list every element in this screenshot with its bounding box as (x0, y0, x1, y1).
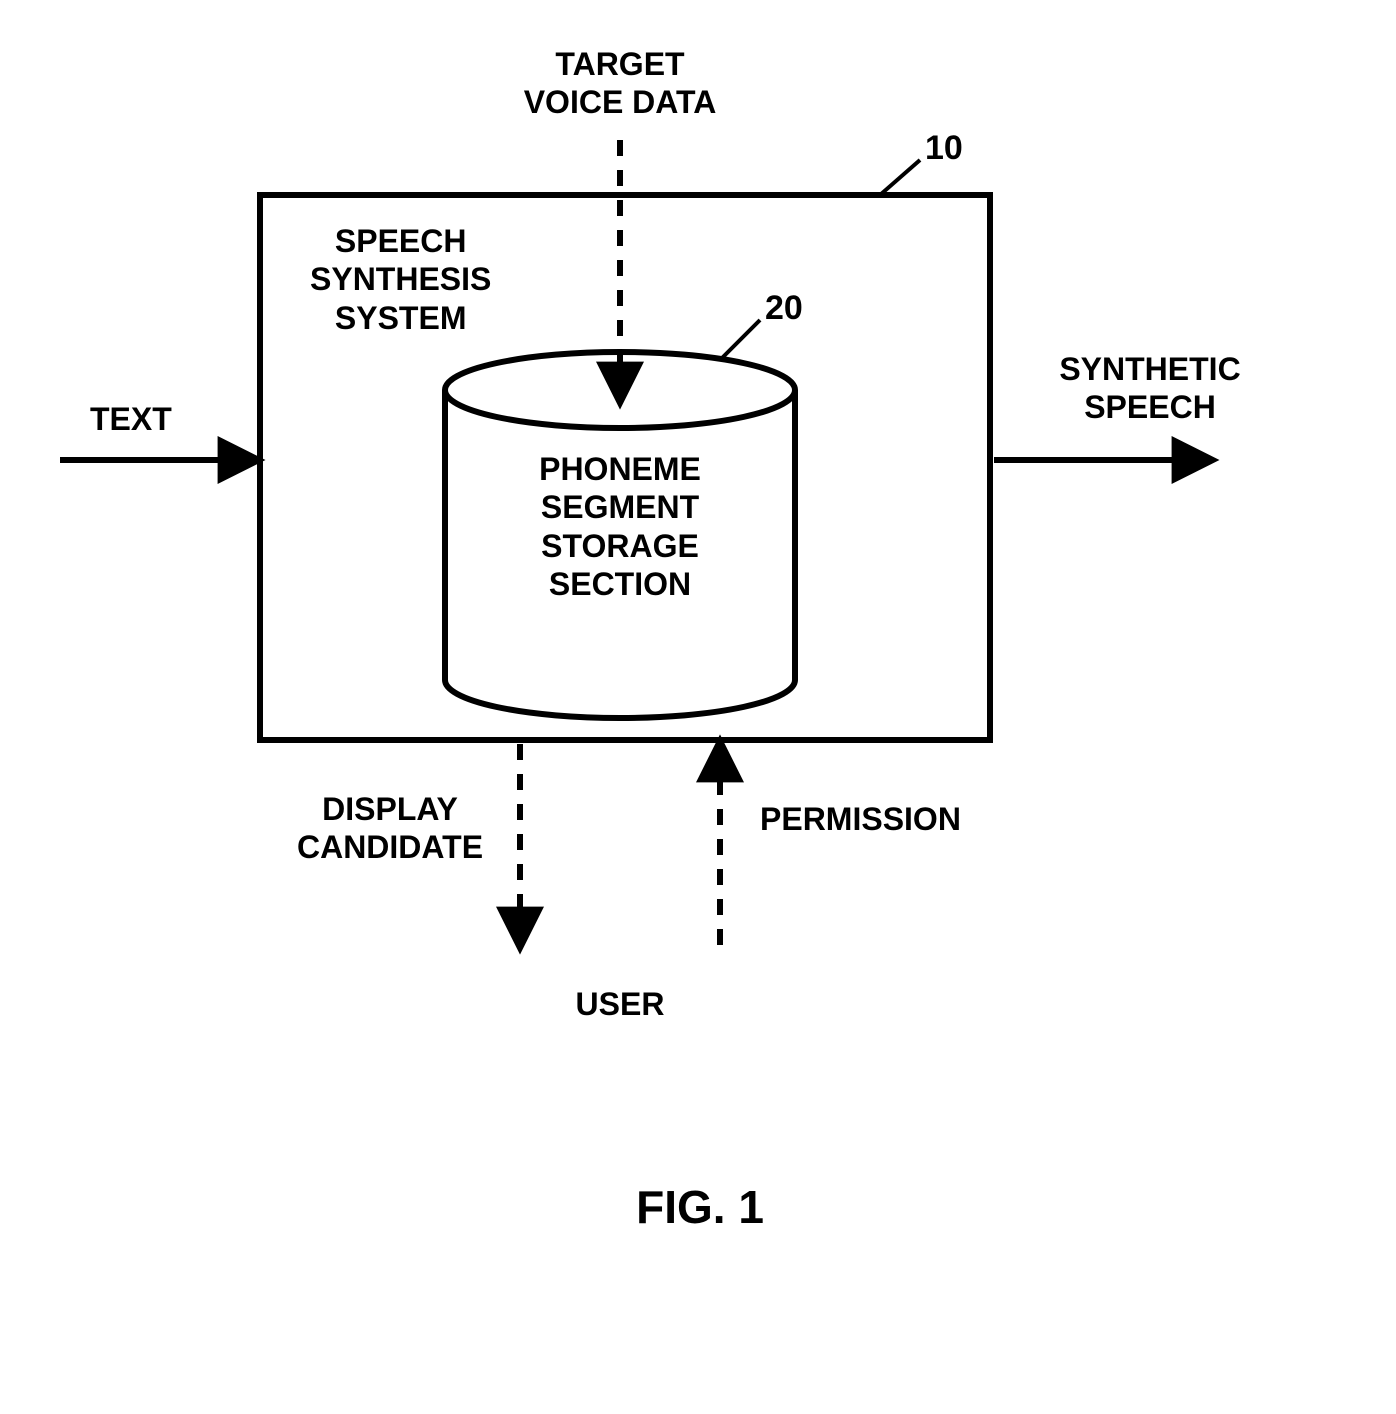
label-target-voice-data: TARGET VOICE DATA (470, 45, 770, 122)
label-phoneme-storage: PHONEME SEGMENT STORAGE SECTION (470, 450, 770, 604)
label-speech-synthesis-system: SPEECH SYNTHESIS SYSTEM (310, 222, 491, 337)
label-synthetic-speech: SYNTHETIC SPEECH (1030, 350, 1270, 427)
label-ref-20: 20 (765, 288, 803, 329)
ref-20-leader (720, 320, 760, 360)
label-text: TEXT (90, 400, 172, 438)
diagram-canvas: TARGET VOICE DATA 10 SPEECH SYNTHESIS SY… (0, 0, 1396, 1414)
label-permission: PERMISSION (760, 800, 961, 838)
ref-10-leader (880, 160, 920, 195)
label-display-candidate: DISPLAY CANDIDATE (280, 790, 500, 867)
label-ref-10: 10 (925, 128, 963, 169)
figure-caption: FIG. 1 (560, 1180, 840, 1235)
label-user: USER (560, 985, 680, 1023)
